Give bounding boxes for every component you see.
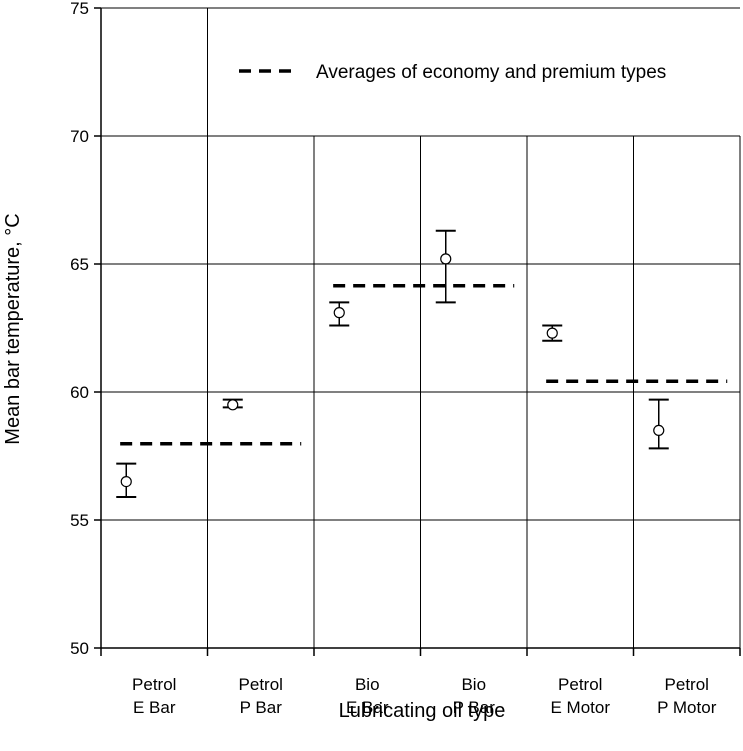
x-tick-label-line: E Bar [133,698,176,717]
x-tick-label: Petrol P Motor [657,675,717,717]
y-ticks: 50 55 60 65 70 75 [70,0,741,658]
x-tick-label: Petrol E Bar [132,675,176,717]
x-tick-label-line: Petrol [239,675,283,694]
y-tick-label: 75 [70,0,89,18]
legend-label: Averages of economy and premium types [316,62,666,83]
x-tick-label: Petrol P Bar [239,675,283,717]
x-tick-label: Bio E Bar [346,675,389,717]
x-tick-label-line: Bio [461,675,486,694]
legend: Averages of economy and premium types [239,62,666,83]
x-tick-label-line: P Bar [240,698,283,717]
y-tick-label: 50 [70,639,89,658]
y-tick-label: 65 [70,255,89,274]
data-point [120,476,132,488]
x-tick-label-line: Petrol [132,675,176,694]
y-tick-label: 70 [70,127,89,146]
y-tick-label: 55 [70,511,89,530]
grid [101,7,741,648]
x-tick-label-line: P Bar [453,698,496,717]
x-tick-label-line: E Bar [346,698,389,717]
data-marks [116,229,669,498]
x-tick-label-line: Petrol [665,675,709,694]
x-tick-label-line: P Motor [657,698,717,717]
average-lines [120,284,728,446]
x-tick-label-line: Petrol [558,675,602,694]
x-tick-label: Bio P Bar [453,675,496,717]
y-tick-label: 60 [70,383,89,402]
x-tick-label: Petrol E Motor [550,675,610,717]
data-point [546,327,558,339]
y-axis-title: Mean bar temperature, °C [2,213,24,444]
data-point [653,424,665,436]
data-point [333,307,345,319]
x-axis-title: Lubricating oil type [339,700,506,722]
data-point [440,253,452,265]
x-tick-label-line: E Motor [550,698,610,717]
data-point [227,399,239,411]
x-tick-label-line: Bio [355,675,380,694]
